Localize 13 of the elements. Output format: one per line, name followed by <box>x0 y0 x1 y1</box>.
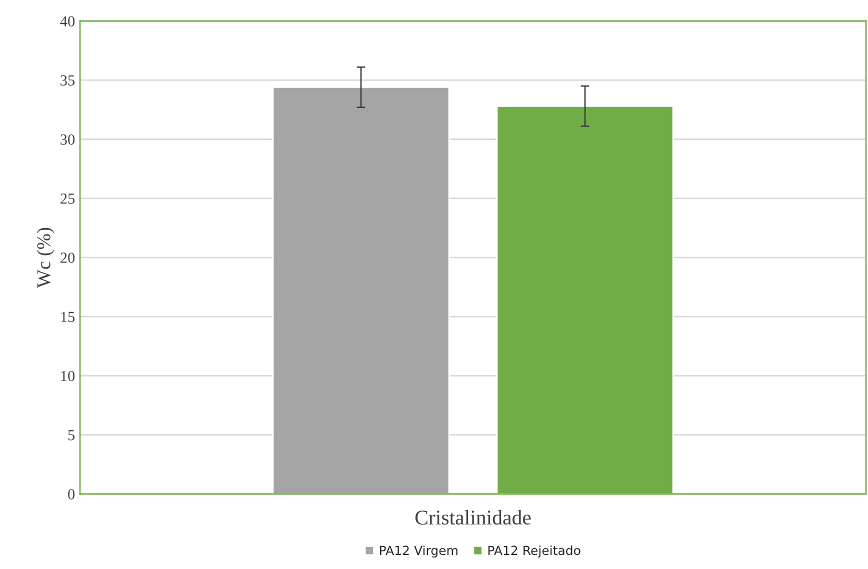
y-axis-title: Wc (%) <box>36 228 54 288</box>
legend-label: PA12 Rejeitado <box>488 545 580 558</box>
y-tick-label: 0 <box>68 489 75 500</box>
y-tick-label: 30 <box>60 134 75 145</box>
y-tick-label: 15 <box>61 312 75 322</box>
y-tick-label: 20 <box>60 252 75 263</box>
legend-label: PA12 Virgem <box>380 545 458 558</box>
x-axis-title: Cristalinidade <box>415 510 531 525</box>
y-tick-label: 10 <box>61 370 75 382</box>
y-tick-label: 5 <box>68 430 75 440</box>
y-tick-label: 35 <box>60 75 75 86</box>
y-tick-label: 25 <box>60 194 75 204</box>
y-tick-label: 40 <box>60 16 75 26</box>
